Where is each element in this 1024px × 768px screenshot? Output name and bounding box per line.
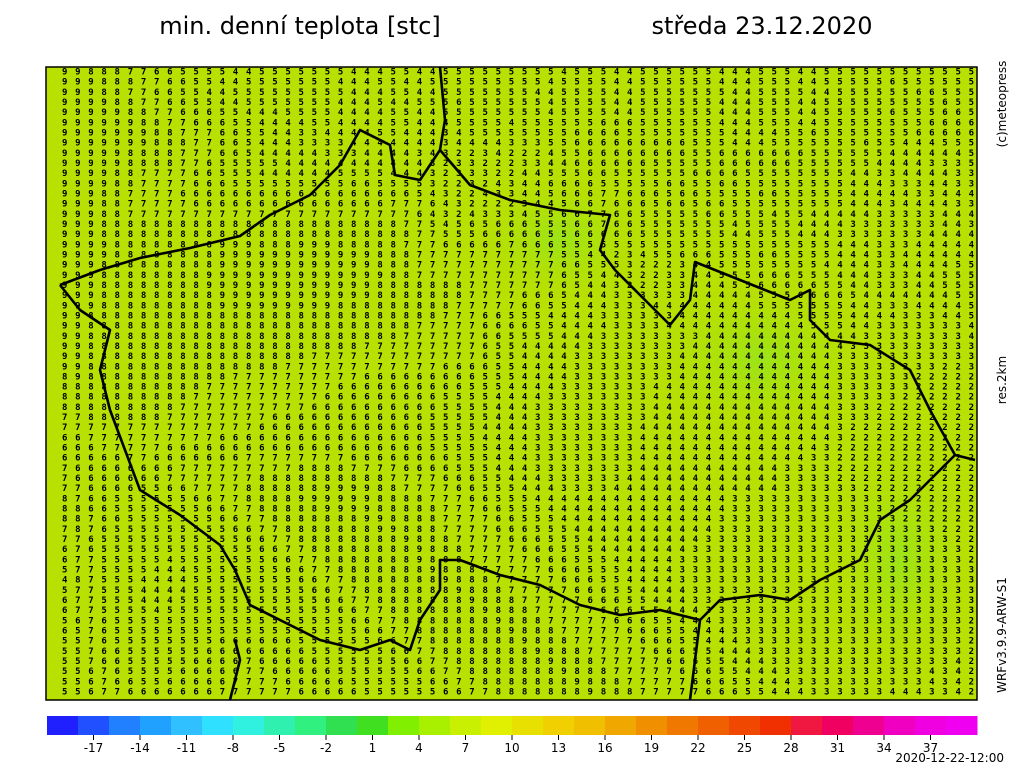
model: WRFv3.9.9-ARW-S1 [995,577,1009,693]
colorbar-segment [729,716,761,735]
colorbar: -17 -14 -11 -8 -5 -2 1 4 7 10 13 16 19 22 25 28 31 34 37 [47,716,978,755]
run-time: 2020-12-22-12:00 [895,751,1004,765]
colorbar-segment [450,716,482,735]
colorbar-label: -17 [84,741,104,755]
colorbar-label: 22 [690,741,705,755]
colorbar-label: -14 [130,741,150,755]
colorbar-segment [605,716,637,735]
colorbar-segment [543,716,575,735]
cold-patch [820,430,980,690]
colorbar-label: -5 [274,741,286,755]
colorbar-label: 16 [597,741,612,755]
colorbar-segment [760,716,792,735]
border [58,66,976,701]
colorbar-segment [698,716,730,735]
colorbar-segment [822,716,854,735]
colorbar-label: 19 [644,741,659,755]
colorbar-label: -11 [177,741,197,755]
colorbar-segment [295,716,327,735]
colorbar-segment [791,716,823,735]
colorbar-segment [264,716,296,735]
colorbar-label: 31 [830,741,845,755]
cold-patch [640,270,880,450]
colorbar-segment [78,716,110,735]
colorbar-segment [636,716,668,735]
copyright: (c)meteopress [995,61,1009,148]
colorbar-segment [326,716,358,735]
colorbar-segment [884,716,916,735]
date: středa 23.12.2020 [651,12,872,40]
colorbar-segment [47,716,79,735]
colorbar-segment [419,716,451,735]
colorbar-segment [667,716,699,735]
colorbar-label: 37 [923,741,938,755]
colorbar-segment [574,716,606,735]
colorbar-segment [357,716,389,735]
resolution: res.2km [995,356,1009,404]
colorbar-segment [171,716,203,735]
colorbar-label: 34 [876,741,891,755]
colorbar-segment [946,716,978,735]
colorbar-segment [140,716,172,735]
cold-patch [470,170,650,310]
colorbar-label: 28 [783,741,798,755]
title: min. denní teplota [stc] [159,12,441,40]
colorbar-segment [233,716,265,735]
colorbar-segment [109,716,141,735]
colorbar-label: 25 [737,741,752,755]
colorbar-label: 7 [462,741,470,755]
colorbar-segment [512,716,544,735]
colorbar-label: -2 [320,741,332,755]
colorbar-label: -8 [227,741,239,755]
colorbar-segment [853,716,885,735]
colorbar-segment [915,716,947,735]
colorbar-label: 1 [369,741,377,755]
colorbar-label: 13 [551,741,566,755]
colorbar-segment [388,716,420,735]
colorbar-label: 4 [415,741,423,755]
colorbar-segment [202,716,234,735]
colorbar-label: 10 [504,741,519,755]
colorbar-segment [481,716,513,735]
